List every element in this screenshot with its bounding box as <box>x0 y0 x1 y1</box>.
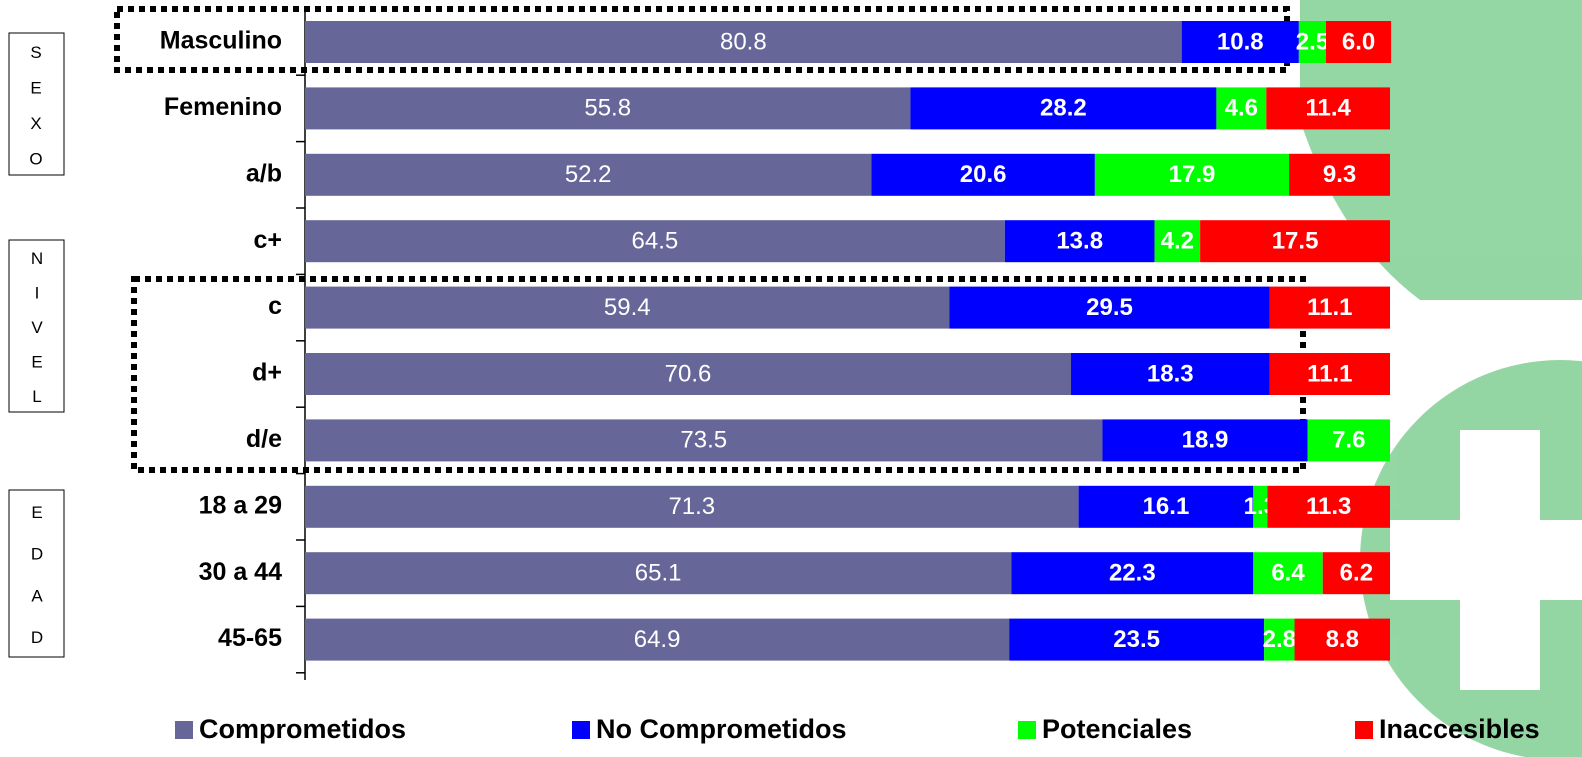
legend-swatch <box>1355 721 1373 739</box>
value-label: 10.8 <box>1217 28 1264 55</box>
value-label: 18.9 <box>1182 427 1229 454</box>
category-label: Femenino <box>164 93 282 121</box>
value-label: 28.2 <box>1040 95 1087 122</box>
value-label: 71.3 <box>668 493 715 520</box>
bar-segment <box>1009 618 1265 661</box>
value-label: 22.3 <box>1109 560 1156 587</box>
category-label: 30 a 44 <box>199 558 283 586</box>
category-label: Masculino <box>160 27 282 55</box>
value-label: 18.3 <box>1147 360 1194 387</box>
bar-segment <box>1289 153 1390 196</box>
bar-segment <box>305 552 1012 595</box>
legend-swatch <box>175 721 193 739</box>
category-label: d/e <box>246 425 282 453</box>
value-label: 70.6 <box>665 360 712 387</box>
bar-segment <box>1102 419 1308 462</box>
bar-segment <box>1325 21 1392 63</box>
value-label: 20.6 <box>960 161 1007 188</box>
bar-segment <box>305 21 1182 63</box>
bar-segment <box>1298 21 1326 63</box>
bar-segment <box>1011 552 1254 595</box>
bar-segment <box>305 485 1079 528</box>
bar-segment <box>1071 353 1270 395</box>
value-label: 2.8 <box>1263 626 1296 653</box>
value-label: 11.3 <box>1306 493 1351 520</box>
value-label: 8.8 <box>1326 626 1359 653</box>
value-label: 73.5 <box>680 427 727 454</box>
value-label: 2.5 <box>1296 28 1329 55</box>
bar-segment <box>305 286 950 329</box>
value-label: 16.1 <box>1143 493 1190 520</box>
value-label: 9.3 <box>1323 161 1356 188</box>
legend-label: Potenciales <box>1042 714 1192 744</box>
bar-segment <box>1078 485 1254 528</box>
bar-segment <box>1253 552 1323 595</box>
legend-label: Inaccesibles <box>1379 714 1540 744</box>
bar-segment <box>305 618 1010 661</box>
category-label: c+ <box>253 226 282 254</box>
bar-segment <box>1267 485 1390 528</box>
category-label: 18 a 29 <box>199 491 282 519</box>
group-boxes <box>8 32 65 658</box>
value-label: 17.5 <box>1272 228 1319 255</box>
bar-segment <box>871 153 1095 196</box>
bar-segment <box>949 286 1270 329</box>
value-label: 29.5 <box>1086 294 1133 321</box>
value-label: 4.2 <box>1161 228 1194 255</box>
bar-segment <box>1269 353 1390 395</box>
category-label: d+ <box>252 359 282 387</box>
value-label: 13.8 <box>1056 228 1103 255</box>
value-label: 11.1 <box>1307 360 1352 387</box>
bar-segment <box>1294 618 1390 661</box>
value-label: 52.2 <box>565 161 612 188</box>
legend-swatch <box>1018 721 1036 739</box>
value-label: 65.1 <box>635 560 682 587</box>
bar-segment <box>1269 286 1390 329</box>
legend-label: Comprometidos <box>199 714 406 744</box>
bar-segment <box>305 87 911 130</box>
category-label: 45-65 <box>218 624 282 652</box>
legend-label: No Comprometidos <box>596 714 847 744</box>
value-label: 6.0 <box>1342 28 1375 55</box>
bar-segment <box>305 419 1103 462</box>
value-label: 6.4 <box>1271 560 1305 587</box>
bar-segment <box>1181 21 1299 63</box>
value-label: 17.9 <box>1169 161 1216 188</box>
bar-segment <box>910 87 1217 130</box>
bar-segment <box>1264 618 1295 661</box>
bar-segment <box>1266 87 1390 130</box>
value-label: 59.4 <box>604 294 651 321</box>
bar-segment <box>1307 419 1390 462</box>
bar-segment <box>305 220 1005 263</box>
value-label: 23.5 <box>1113 626 1160 653</box>
value-label: 11.1 <box>1307 294 1352 321</box>
value-label: 11.4 <box>1305 95 1351 122</box>
bar-segment <box>1322 552 1390 595</box>
value-label: 4.6 <box>1225 95 1258 122</box>
category-label: c <box>268 292 282 320</box>
bar-segment <box>1253 485 1268 528</box>
value-label: 64.5 <box>632 228 679 255</box>
value-label: 64.9 <box>634 626 681 653</box>
bar-segment <box>1004 220 1155 263</box>
value-label: 6.2 <box>1340 560 1373 587</box>
bar-segment <box>1216 87 1267 130</box>
bar-segment <box>305 353 1072 395</box>
value-label: 7.6 <box>1332 427 1365 454</box>
category-label: a/b <box>246 159 282 187</box>
value-label: 55.8 <box>584 95 631 122</box>
bar-segment <box>1200 220 1390 263</box>
value-label: 80.8 <box>720 28 767 55</box>
bar-segment <box>305 153 872 196</box>
bar-segment <box>1154 220 1201 263</box>
legend-swatch <box>572 721 590 739</box>
bar-segment <box>1094 153 1290 196</box>
